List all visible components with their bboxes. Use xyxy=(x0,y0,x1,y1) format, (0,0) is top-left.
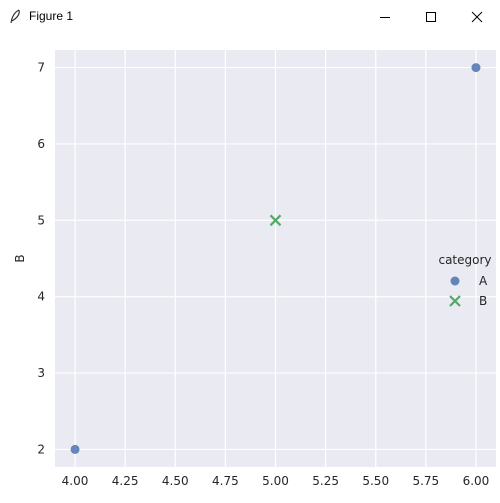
y-tick-label: 3 xyxy=(37,366,45,380)
y-tick-label: 7 xyxy=(37,61,45,75)
x-tick-label: 6.00 xyxy=(463,474,490,488)
legend-label-a: A xyxy=(479,274,488,288)
y-axis-label: B xyxy=(13,254,27,262)
x-tick-label: 4.00 xyxy=(62,474,89,488)
data-point-a xyxy=(471,63,481,73)
y-tick-label: 4 xyxy=(37,290,45,304)
data-point-a xyxy=(70,444,80,454)
minimize-icon xyxy=(380,16,390,18)
window-title: Figure 1 xyxy=(29,9,74,23)
close-button[interactable] xyxy=(454,0,500,33)
window-titlebar: Figure 1 xyxy=(0,0,500,33)
x-tick-label: 5.00 xyxy=(262,474,289,488)
x-tick-label: 4.50 xyxy=(162,474,189,488)
close-icon xyxy=(471,11,483,22)
x-tick-label: 4.25 xyxy=(112,474,139,488)
legend: category AB xyxy=(438,253,491,308)
legend-marker-b xyxy=(449,295,461,307)
x-tick-label: 5.50 xyxy=(362,474,389,488)
feather-icon xyxy=(10,9,20,24)
x-tick-label: 4.75 xyxy=(212,474,239,488)
x-tick-label: 5.75 xyxy=(412,474,439,488)
maximize-button[interactable] xyxy=(408,0,454,33)
legend-title: category xyxy=(438,253,491,267)
data-point-b xyxy=(269,214,282,227)
legend-label-b: B xyxy=(479,294,487,308)
figure-canvas: 4.00 4.25 4.50 4.75 5.00 5.25 5.50 5.75 6.00 2 3 4 5… xyxy=(0,33,500,498)
x-tick-label: 5.25 xyxy=(312,474,339,488)
scatter-chart: 4.00 4.25 4.50 4.75 5.00 5.25 5.50 5.75 6.00 2 3 4 5… xyxy=(13,50,496,488)
y-tick-label: 6 xyxy=(37,137,45,151)
minimize-button[interactable] xyxy=(362,0,408,33)
maximize-icon xyxy=(426,11,436,22)
legend-marker-a xyxy=(450,276,460,286)
y-tick-label: 5 xyxy=(37,213,45,227)
y-tick-label: 2 xyxy=(37,442,45,456)
